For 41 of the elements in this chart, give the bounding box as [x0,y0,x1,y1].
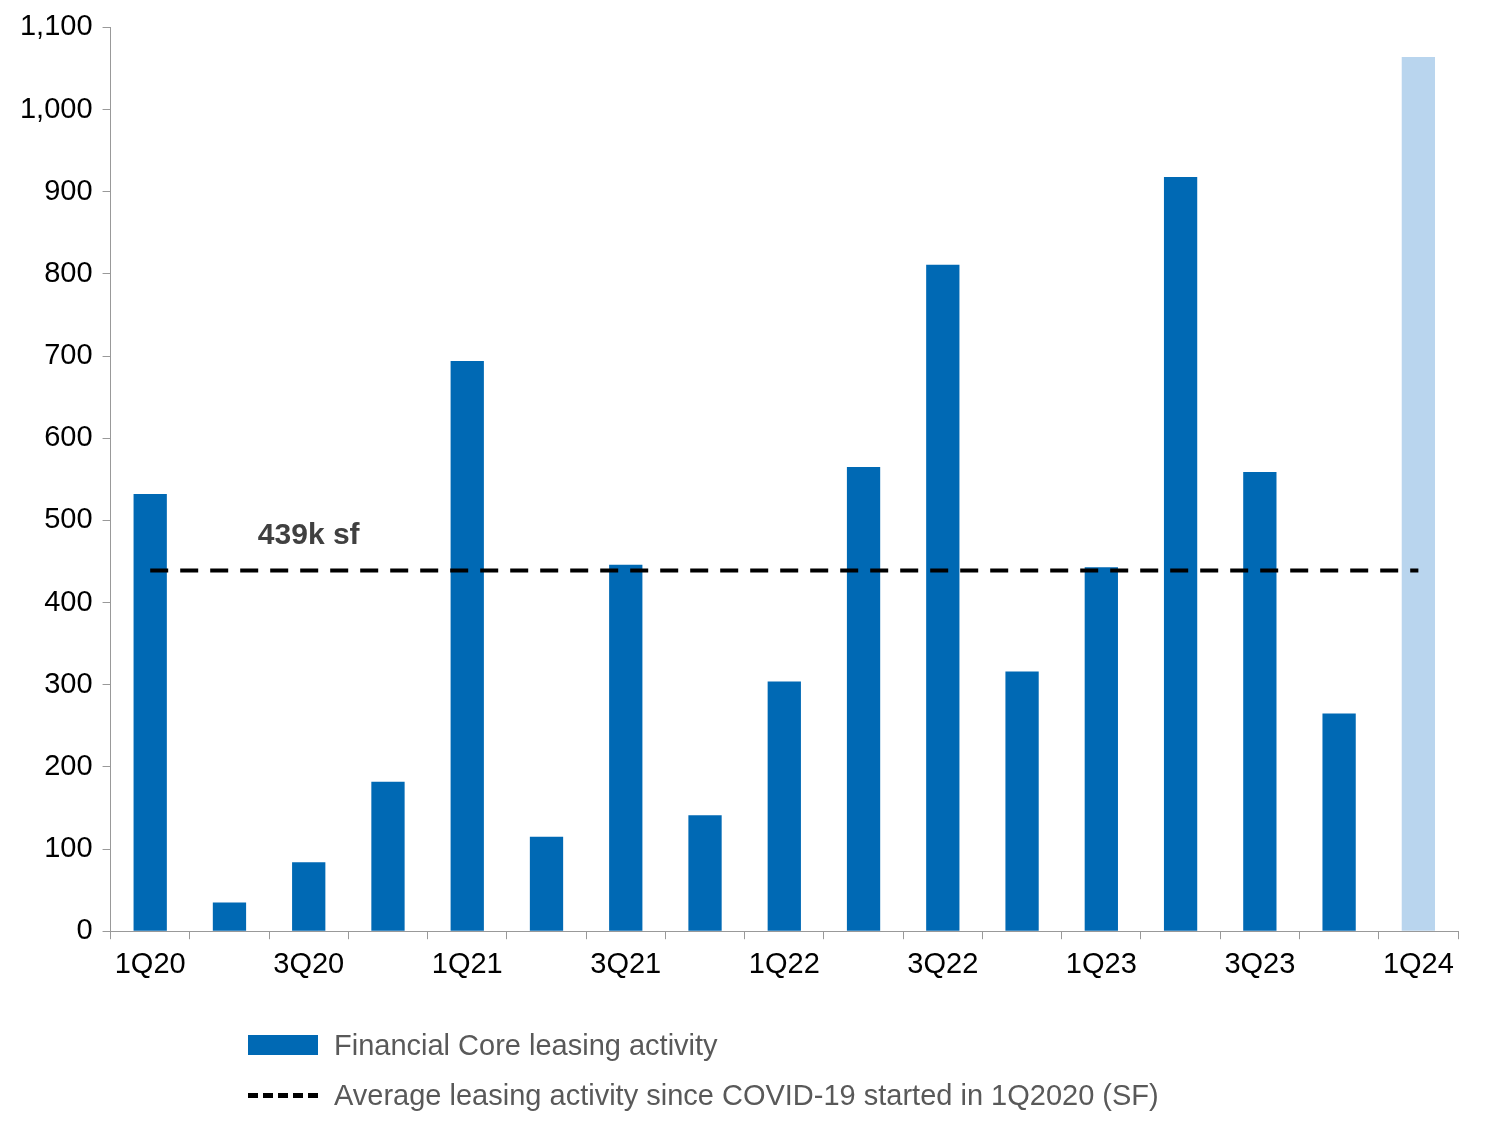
bar [688,815,722,931]
y-tick-label: 300 [44,666,93,699]
y-tick-label: 1,100 [19,9,93,42]
x-tick-label: 1Q20 [114,946,186,979]
bar [1084,567,1118,931]
legend-label: Average leasing activity since COVID-19 started in 1Q2020 (SF) [334,1078,1159,1112]
y-tick-label: 400 [44,584,93,617]
bar [529,836,564,931]
y-tick-label: 500 [44,502,93,535]
x-tick-label: 3Q21 [590,946,662,979]
annotation: 439k sf [257,516,361,550]
y-tick-label: 900 [44,173,93,206]
x-tick-label: 1Q21 [431,946,503,979]
bar [292,862,326,931]
bar [609,564,643,931]
bar [212,902,247,931]
x-tick-label: 3Q20 [273,946,345,979]
y-tick-label: 200 [44,748,93,781]
bar [767,681,801,931]
x-tick-label: 1Q24 [1382,946,1454,979]
x-tick-label: 1Q22 [748,946,820,979]
y-tick-label: 700 [44,338,93,371]
bar [133,494,167,931]
y-tick-label: 1,000 [19,91,93,124]
bar [371,781,405,931]
y-tick-label: 600 [44,420,93,453]
bar [846,466,881,931]
bar [1401,56,1436,931]
x-tick-label: 3Q23 [1224,946,1296,979]
x-tick-label: 1Q23 [1065,946,1137,979]
y-tick-label: 100 [44,831,93,864]
bar [1322,713,1356,931]
y-tick-label: 800 [44,255,93,288]
x-tick-label: 3Q22 [907,946,979,979]
bar [1005,671,1039,931]
bar [450,360,484,931]
y-tick-label: 0 [76,913,93,946]
bar [1163,176,1198,931]
bar [1243,471,1277,931]
legend-label: Financial Core leasing activity [334,1028,718,1062]
bar [926,264,960,931]
